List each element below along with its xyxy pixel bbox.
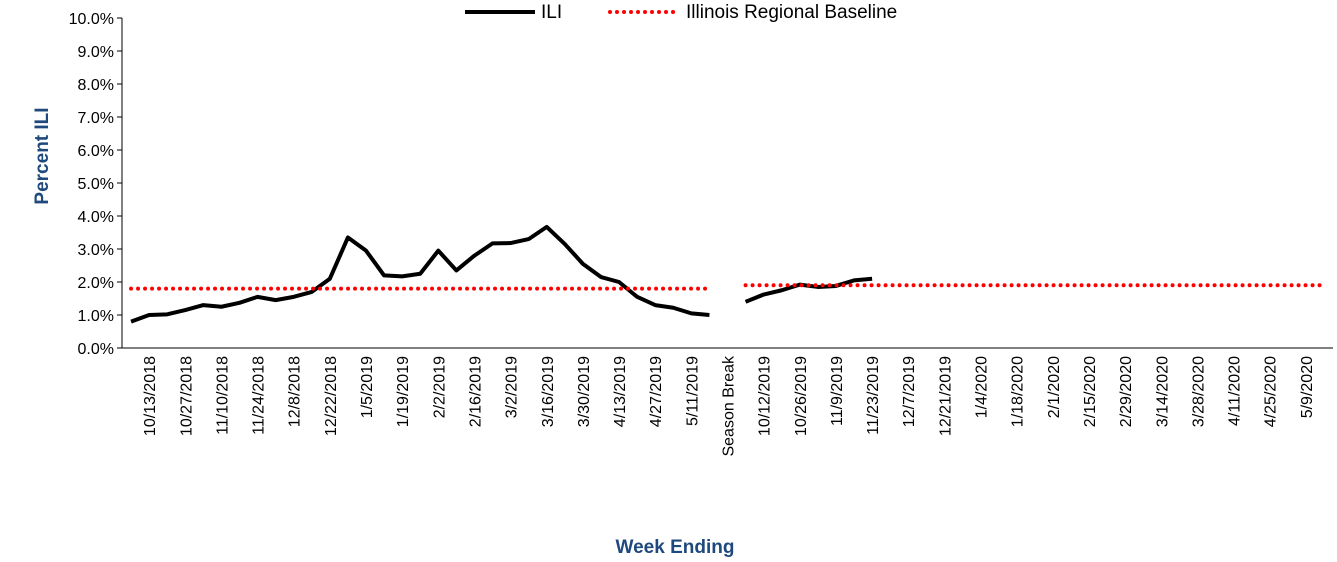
x-tick-label: 4/25/2020 [1263, 356, 1280, 427]
x-tick-label: 1/5/2019 [359, 356, 376, 418]
x-tick-label: 3/28/2020 [1190, 356, 1207, 427]
x-tick-label: 10/12/2019 [757, 356, 774, 436]
x-tick-label: 4/11/2020 [1227, 356, 1244, 426]
y-tick-label: 6.0% [78, 143, 114, 160]
x-tick-label: 10/26/2019 [793, 356, 810, 436]
x-tick-label: 3/2/2019 [504, 356, 521, 418]
x-tick-label: 12/7/2019 [901, 356, 918, 427]
x-tick-label: 1/18/2020 [1010, 356, 1027, 427]
y-tick-label: 2.0% [78, 275, 114, 292]
x-tick-label: 3/16/2019 [540, 356, 557, 427]
legend-label: ILI [541, 2, 562, 23]
x-tick-label: 4/27/2019 [648, 356, 665, 427]
x-tick-label: 2/15/2020 [1082, 356, 1099, 427]
x-tick-label: Season Break [721, 355, 738, 457]
x-tick-label: 2/29/2020 [1118, 356, 1135, 427]
x-tick-label: 2/16/2019 [467, 356, 484, 427]
y-tick-label: 0.0% [78, 341, 114, 358]
y-tick-label: 9.0% [78, 44, 114, 61]
y-tick-label: 8.0% [78, 77, 114, 94]
x-tick-label: 11/9/2019 [829, 356, 846, 426]
x-tick-label: 11/24/2018 [251, 356, 268, 435]
x-tick-label: 1/4/2020 [974, 356, 991, 418]
x-tick-label: 10/27/2018 [178, 356, 195, 436]
legend-label: Illinois Regional Baseline [686, 2, 897, 23]
y-tick-label: 5.0% [78, 176, 114, 193]
x-tick-label: 12/22/2018 [323, 356, 340, 436]
x-tick-label: 2/2/2019 [431, 356, 448, 418]
y-tick-label: 4.0% [78, 209, 114, 226]
x-tick-label: 5/9/2020 [1299, 356, 1316, 418]
x-tick-label: 3/30/2019 [576, 356, 593, 427]
x-tick-label: 12/21/2019 [937, 356, 954, 436]
x-tick-label: 3/14/2020 [1154, 356, 1171, 427]
x-tick-label: 11/10/2018 [214, 356, 231, 435]
x-tick-label: 5/11/2019 [684, 356, 701, 426]
y-tick-label: 10.0% [69, 11, 114, 28]
x-axis-title: Week Ending [616, 537, 735, 558]
y-tick-label: 7.0% [78, 110, 114, 127]
x-tick-label: 4/13/2019 [612, 356, 629, 427]
x-tick-label: 10/13/2018 [142, 356, 159, 436]
y-axis-title: Percent ILI [32, 107, 53, 204]
y-tick-label: 1.0% [78, 308, 114, 325]
y-tick-label: 3.0% [78, 242, 114, 259]
series-line [130, 224, 873, 324]
x-tick-label: 1/19/2019 [395, 356, 412, 427]
x-tick-label: 2/1/2020 [1046, 356, 1063, 418]
x-tick-label: 12/8/2018 [287, 356, 304, 427]
x-tick-label: 11/23/2019 [865, 356, 882, 435]
series-line [129, 283, 1326, 291]
